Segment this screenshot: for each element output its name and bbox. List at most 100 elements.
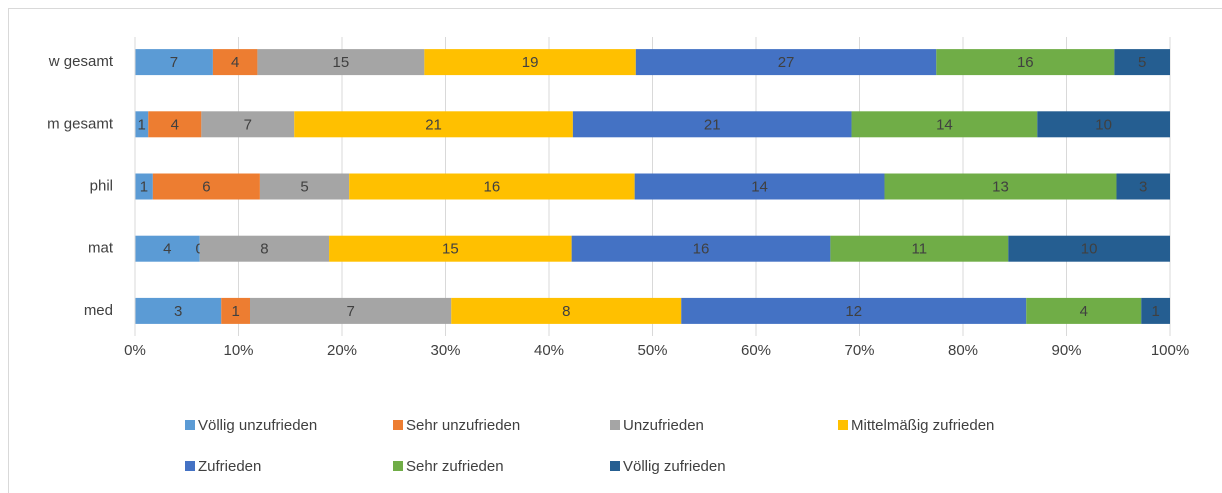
x-tick-label: 20% — [327, 342, 357, 359]
x-tick-label: 60% — [741, 342, 771, 359]
data-label: 1 — [231, 303, 239, 320]
bar-segment — [681, 297, 1027, 324]
legend-swatch — [610, 420, 620, 430]
x-tick-label: 0% — [124, 342, 146, 359]
x-tick-label: 50% — [637, 342, 667, 359]
data-label: 7 — [244, 116, 252, 133]
data-label: 15 — [442, 241, 459, 258]
x-tick-label: 80% — [948, 342, 978, 359]
y-tick-label: w gesamt — [48, 53, 114, 70]
legend-label: Unzufrieden — [623, 417, 704, 434]
bar-segment — [1008, 235, 1170, 262]
legend-label: Völlig unzufrieden — [198, 417, 317, 434]
legend-swatch — [393, 420, 403, 430]
legend-swatch — [838, 420, 848, 430]
bar-segment — [1114, 49, 1170, 76]
legend-swatch — [185, 420, 195, 430]
data-label: 5 — [1138, 54, 1146, 71]
x-tick-label: 10% — [223, 342, 253, 359]
data-label: 4 — [1080, 303, 1088, 320]
y-tick-label: mat — [88, 240, 114, 257]
bar-segment — [199, 235, 330, 262]
legend-label: Zufrieden — [198, 458, 261, 475]
data-label: 7 — [346, 303, 354, 320]
data-label: 5 — [300, 178, 308, 195]
bar-segment — [572, 111, 852, 138]
data-label: 4 — [163, 241, 171, 258]
bar-segment — [424, 49, 636, 76]
data-label: 8 — [260, 241, 268, 258]
bar-segment — [221, 297, 250, 324]
data-label: 4 — [171, 116, 179, 133]
x-tick-label: 90% — [1051, 342, 1081, 359]
bar-segment — [259, 173, 350, 200]
data-label: 16 — [1017, 54, 1034, 71]
x-tick-label: 30% — [430, 342, 460, 359]
chart-border — [8, 8, 1222, 493]
bar-segment — [349, 173, 635, 200]
bar-segment — [451, 297, 682, 324]
data-label: 13 — [992, 178, 1009, 195]
x-tick-label: 70% — [844, 342, 874, 359]
legend-swatch — [610, 461, 620, 471]
data-label: 1 — [140, 178, 148, 195]
bar-segment — [135, 173, 153, 200]
bar-segment — [571, 235, 831, 262]
x-tick-label: 100% — [1151, 342, 1189, 359]
bar-segment — [329, 235, 572, 262]
y-tick-label: med — [84, 302, 113, 319]
data-label: 1 — [137, 116, 145, 133]
bar-segment — [250, 297, 452, 324]
x-tick-label: 40% — [534, 342, 564, 359]
data-label: 19 — [522, 54, 539, 71]
data-label: 12 — [845, 303, 862, 320]
data-label: 16 — [484, 178, 501, 195]
bar-segment — [135, 49, 213, 76]
bar-segment — [830, 235, 1009, 262]
y-tick-label: phil — [90, 177, 113, 194]
bar-segment — [1037, 111, 1170, 138]
legend-label: Sehr unzufrieden — [406, 417, 520, 434]
legend-label: Völlig zufrieden — [623, 458, 726, 475]
data-label: 16 — [693, 241, 710, 258]
bar-segment — [135, 297, 222, 324]
bar-segment — [152, 173, 260, 200]
bar-segment — [851, 111, 1038, 138]
legend-swatch — [393, 461, 403, 471]
bar-segment — [635, 49, 937, 76]
data-label: 8 — [562, 303, 570, 320]
data-label: 14 — [936, 116, 953, 133]
data-label: 27 — [778, 54, 795, 71]
bar-segment — [148, 111, 202, 138]
bar-segment — [1141, 297, 1170, 324]
bar-segment — [936, 49, 1115, 76]
data-label: 21 — [425, 116, 442, 133]
data-label: 3 — [174, 303, 182, 320]
bar-segment — [135, 111, 149, 138]
bar-segment — [201, 111, 295, 138]
data-label: 7 — [170, 54, 178, 71]
data-label: 21 — [704, 116, 721, 133]
data-label: 1 — [1151, 303, 1159, 320]
bar-segment — [884, 173, 1117, 200]
data-label: 10 — [1095, 116, 1112, 133]
data-label: 4 — [231, 54, 239, 71]
data-label: 3 — [1139, 178, 1147, 195]
legend-swatch — [185, 461, 195, 471]
data-label: 15 — [333, 54, 350, 71]
data-label: 14 — [751, 178, 768, 195]
bar-segment — [212, 49, 258, 76]
bar-segment — [257, 49, 425, 76]
legend-label: Mittelmäßig zufrieden — [851, 417, 994, 434]
y-tick-label: m gesamt — [47, 115, 114, 132]
legend-label: Sehr zufrieden — [406, 458, 504, 475]
bar-segment — [135, 235, 200, 262]
data-label: 11 — [912, 241, 928, 258]
bar-segment — [294, 111, 573, 138]
bar-segment — [1026, 297, 1142, 324]
data-label: 6 — [202, 178, 210, 195]
bar-segment — [1116, 173, 1170, 200]
bar-segment — [634, 173, 885, 200]
data-label: 10 — [1081, 241, 1098, 258]
